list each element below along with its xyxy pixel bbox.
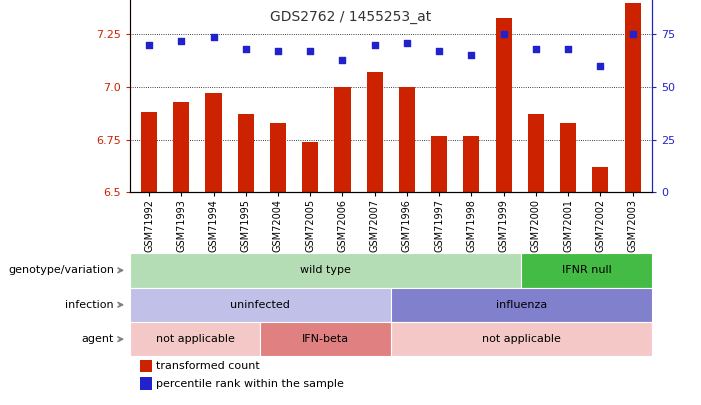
Text: agent: agent <box>81 334 114 344</box>
Point <box>562 46 573 52</box>
Point <box>594 63 606 69</box>
Text: wild type: wild type <box>300 265 351 275</box>
Text: percentile rank within the sample: percentile rank within the sample <box>156 379 343 388</box>
Bar <box>528 115 544 192</box>
Bar <box>205 94 222 192</box>
Point <box>465 52 477 59</box>
Bar <box>270 123 286 192</box>
Text: not applicable: not applicable <box>156 334 234 344</box>
Text: IFN-beta: IFN-beta <box>302 334 349 344</box>
Bar <box>463 136 479 192</box>
Text: influenza: influenza <box>496 300 547 310</box>
Bar <box>140 360 151 372</box>
Point <box>240 46 252 52</box>
Point <box>530 46 541 52</box>
Bar <box>238 115 254 192</box>
Bar <box>173 102 189 192</box>
Bar <box>625 3 641 192</box>
Point <box>401 40 412 46</box>
Text: transformed count: transformed count <box>156 361 259 371</box>
Point <box>369 42 381 48</box>
Text: not applicable: not applicable <box>482 334 561 344</box>
Bar <box>431 136 447 192</box>
Bar <box>522 253 652 288</box>
Bar <box>391 288 652 322</box>
Bar <box>130 253 522 288</box>
Bar <box>560 123 576 192</box>
Bar <box>302 142 318 192</box>
Bar <box>130 322 260 356</box>
Bar <box>130 288 391 322</box>
Bar <box>367 72 383 192</box>
Point <box>208 33 219 40</box>
Bar <box>592 167 608 192</box>
Point <box>144 42 155 48</box>
Text: infection: infection <box>65 300 114 310</box>
Point <box>176 38 187 44</box>
Text: GDS2762 / 1455253_at: GDS2762 / 1455253_at <box>270 10 431 24</box>
Point <box>337 56 348 63</box>
Bar <box>391 322 652 356</box>
Text: uninfected: uninfected <box>231 300 290 310</box>
Bar <box>399 87 415 192</box>
Bar <box>140 377 151 390</box>
Point <box>273 48 284 55</box>
Text: IFNR null: IFNR null <box>562 265 611 275</box>
Point <box>305 48 316 55</box>
Point <box>498 31 509 38</box>
Bar <box>496 17 512 192</box>
Text: genotype/variation: genotype/variation <box>8 265 114 275</box>
Bar <box>260 322 391 356</box>
Bar <box>334 87 350 192</box>
Point <box>627 31 638 38</box>
Bar <box>141 112 157 192</box>
Point <box>433 48 444 55</box>
